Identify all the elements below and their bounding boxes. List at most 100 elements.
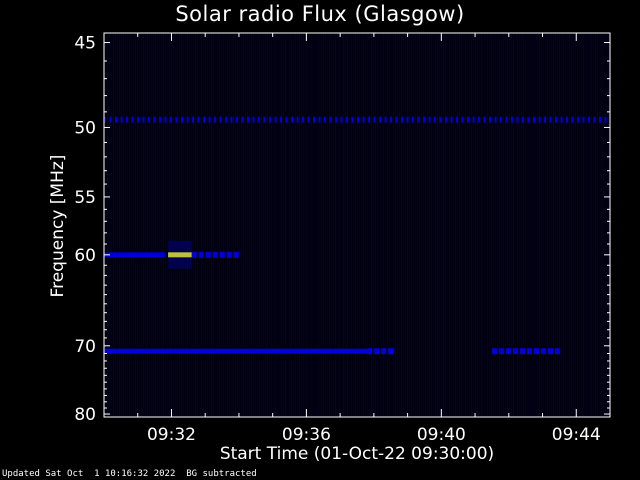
interference-band-segment xyxy=(519,348,525,355)
noise-streak xyxy=(411,34,412,416)
noise-streak xyxy=(263,34,264,416)
x-tick-label: 09:32 xyxy=(147,425,196,445)
noise-streak xyxy=(207,34,208,416)
noise-streak xyxy=(377,34,378,416)
noise-streak xyxy=(279,34,280,416)
noise-streak xyxy=(193,34,194,416)
x-tick-label: 09:40 xyxy=(417,425,466,445)
noise-streak xyxy=(147,34,148,416)
noise-streak xyxy=(213,34,214,416)
noise-streak xyxy=(297,34,298,416)
noise-streak xyxy=(189,34,190,416)
noise-streak xyxy=(495,34,496,416)
interference-band-segment xyxy=(153,116,156,123)
noise-streak xyxy=(145,34,146,416)
noise-streak xyxy=(499,34,500,416)
noise-streak xyxy=(605,34,606,416)
interference-band-segment xyxy=(212,251,218,258)
noise-streak xyxy=(487,34,488,416)
noise-streak xyxy=(219,34,220,416)
noise-streak xyxy=(199,34,200,416)
interference-band-segment xyxy=(571,116,574,123)
interference-band-segment xyxy=(390,116,392,123)
noise-streak xyxy=(553,34,554,416)
noise-streak xyxy=(481,34,482,416)
noise-streak xyxy=(335,34,336,416)
noise-streak xyxy=(343,34,344,416)
noise-streak xyxy=(413,34,414,416)
noise-streak xyxy=(183,34,184,416)
noise-streak xyxy=(511,34,512,416)
x-axis-label: Start Time (01-Oct-22 09:30:00) xyxy=(219,444,495,464)
y-tick-label: 80 xyxy=(74,405,96,425)
interference-band-segment xyxy=(159,116,161,123)
noise-streak xyxy=(517,34,518,416)
interference-band-segment xyxy=(456,116,458,123)
noise-streak xyxy=(123,34,124,416)
noise-streak xyxy=(323,34,324,416)
interference-band-segment xyxy=(516,116,519,123)
noise-streak xyxy=(249,34,250,416)
noise-streak xyxy=(257,34,258,416)
noise-streak xyxy=(109,34,110,416)
noise-streak xyxy=(401,34,402,416)
noise-streak xyxy=(559,34,560,416)
noise-streak xyxy=(589,34,590,416)
noise-streak xyxy=(521,34,522,416)
noise-streak xyxy=(225,34,226,416)
noise-streak xyxy=(229,34,230,416)
interference-band-segment xyxy=(450,116,453,123)
noise-streak xyxy=(157,34,158,416)
interference-band-segment xyxy=(417,116,420,123)
noise-streak xyxy=(453,34,454,416)
noise-streak xyxy=(363,34,364,416)
noise-streak xyxy=(203,34,204,416)
interference-band-segment xyxy=(526,348,532,355)
interference-band-segment xyxy=(148,116,150,123)
interference-band-segment xyxy=(296,116,299,123)
noise-streak xyxy=(365,34,366,416)
interference-band-segment xyxy=(241,116,244,123)
interference-band-segment xyxy=(175,116,178,123)
interference-band-segment xyxy=(351,116,354,123)
noise-streak xyxy=(349,34,350,416)
noise-streak xyxy=(259,34,260,416)
noise-streak xyxy=(307,34,308,416)
noise-streak xyxy=(573,34,574,416)
interference-band-segment xyxy=(533,116,535,123)
chart-title: Solar radio Flux (Glasgow) xyxy=(175,2,465,26)
interference-band-segment xyxy=(547,348,553,355)
noise-streak xyxy=(537,34,538,416)
noise-streak xyxy=(417,34,418,416)
interference-band-segment xyxy=(324,116,326,123)
noise-streak xyxy=(313,34,314,416)
noise-streak xyxy=(381,34,382,416)
interference-band-segment xyxy=(577,116,579,123)
noise-streak xyxy=(441,34,442,416)
noise-streak xyxy=(317,34,318,416)
noise-streak xyxy=(597,34,598,416)
noise-streak xyxy=(403,34,404,416)
interference-band-segment xyxy=(302,116,304,123)
y-tick-label: 45 xyxy=(74,34,96,54)
noise-streak xyxy=(449,34,450,416)
interference-band-segment xyxy=(428,116,431,123)
interference-band-segment xyxy=(225,116,227,123)
noise-streak xyxy=(293,34,294,416)
noise-streak xyxy=(563,34,564,416)
interference-band-segment xyxy=(208,116,211,123)
interference-band-segment xyxy=(219,251,225,258)
noise-streak xyxy=(497,34,498,416)
interference-band-segment xyxy=(126,116,128,123)
y-tick-label: 55 xyxy=(74,188,96,208)
noise-streak xyxy=(529,34,530,416)
interference-band xyxy=(104,252,165,258)
noise-streak xyxy=(135,34,136,416)
noise-streak xyxy=(549,34,550,416)
noise-streak xyxy=(153,34,154,416)
noise-streak xyxy=(455,34,456,416)
noise-streak xyxy=(347,34,348,416)
noise-streak xyxy=(251,34,252,416)
noise-streak xyxy=(435,34,436,416)
noise-streak xyxy=(367,34,368,416)
